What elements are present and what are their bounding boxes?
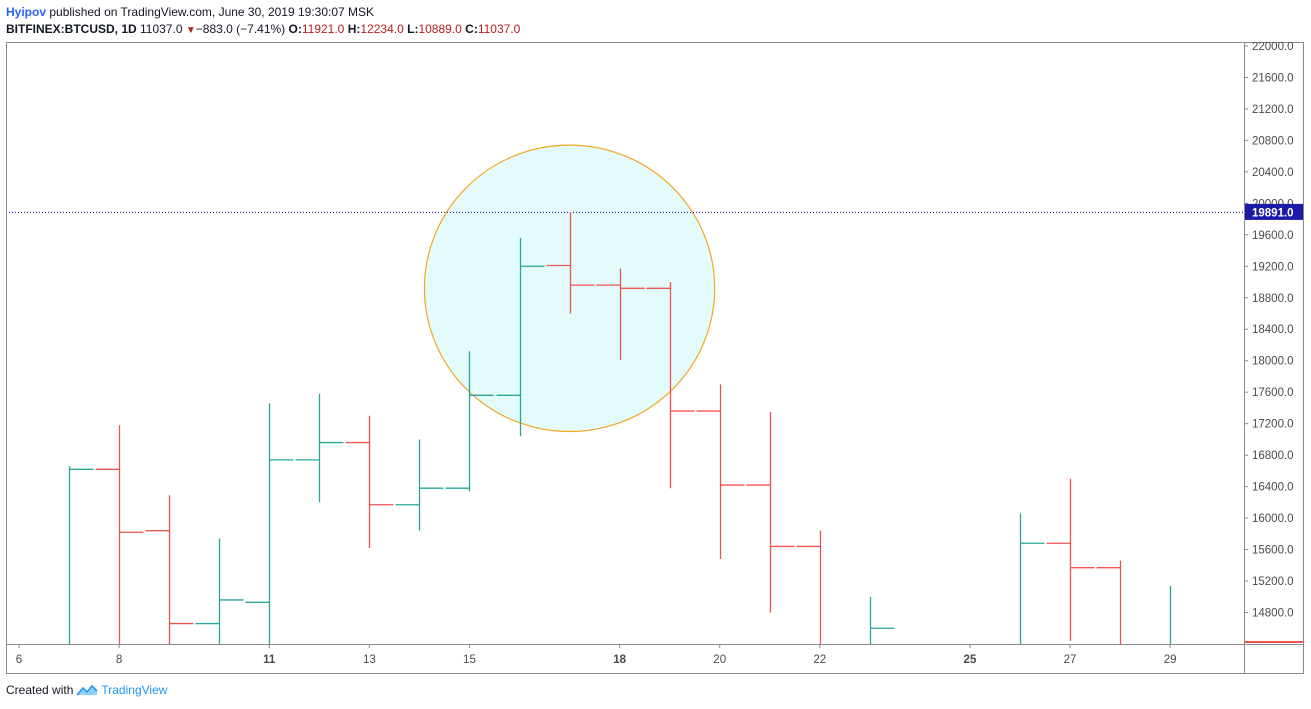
x-tick-label: 25 [964,654,977,666]
plot-layer [7,144,1244,644]
price-badge [1245,203,1303,220]
symbol-label[interactable]: BITFINEX:BTCUSD, 1D [6,22,137,36]
close-label: C: [465,22,478,36]
y-tick-label: 17200.0 [1252,419,1294,431]
y-tick-label: 18400.0 [1252,324,1294,336]
y-tick-label: 14800.0 [1252,608,1294,620]
close-value: 11037.0 [477,22,521,36]
chart-area[interactable]: 14800.0 15200.0 15600.0 16000.0 16400.0 16800… [6,41,1304,674]
y-tick-label: 16000.0 [1252,513,1294,525]
high-label: H: [347,22,361,36]
y-tick-label: 19600.0 [1252,230,1294,242]
y-tick-label: 16400.0 [1252,482,1294,494]
author-link[interactable]: Hyipov [6,5,47,19]
y-tick-label: 20400.0 [1252,167,1294,179]
y-tick-label: 16800.0 [1252,450,1294,462]
y-tick-label: 17600.0 [1252,387,1294,399]
x-tick-label: 6 [16,654,22,666]
ohlc-chart[interactable]: 14800.0 15200.0 15600.0 16000.0 16400.0 16800… [6,41,1304,674]
y-tick-label: 21200.0 [1252,104,1294,116]
x-tick-label: 18 [613,654,626,666]
x-tick-label: 13 [363,654,376,666]
y-tick-label: 18000.0 [1252,356,1294,368]
high-value: 12234.0 [360,22,404,36]
open-value: 11921.0 [301,22,345,36]
chart-header: Hyipov published on TradingView.com, Jun… [6,4,1296,39]
chart-frame [6,42,1304,674]
tradingview-brand-link[interactable]: TradingView [101,683,168,697]
published-text: published on TradingView.com, June 30, 2… [49,5,375,19]
x-tick-label: 27 [1064,654,1077,666]
y-tick-label: 22000.0 [1252,42,1294,53]
x-tick-label: 15 [463,654,476,666]
publish-line: Hyipov published on TradingView.com, Jun… [6,4,1296,21]
x-tick-label: 8 [116,654,122,666]
low-label: L: [407,22,419,36]
created-with-text: Created with [6,683,74,697]
y-tick-label: 15200.0 [1252,576,1294,588]
x-tick-label: 22 [813,654,826,666]
x-tick-label: 20 [713,654,726,666]
footer: Created with TradingView [6,683,167,697]
y-tick-label: 21600.0 [1252,72,1294,84]
open-label: O: [288,22,302,36]
x-tick-label: 29 [1164,654,1177,666]
last-price: 11037.0 [140,22,183,36]
low-value: 10889.0 [418,22,462,36]
price-change: −883.0 (−7.41%) [195,22,286,36]
tradingview-logo-icon [76,684,98,696]
down-triangle-icon: ▼ [185,25,196,36]
last-close-marker [1245,641,1303,643]
x-tick-label: 11 [263,654,276,666]
highlight-circle [423,144,716,433]
price-badge-label: 19891.0 [1252,207,1294,219]
y-tick-label: 18800.0 [1252,293,1294,305]
y-tick-label: 19200.0 [1252,261,1294,273]
y-tick-label: 20800.0 [1252,135,1294,147]
ohlc-line: BITFINEX:BTCUSD, 1D 11037.0 ▼−883.0 (−7.… [6,21,1296,39]
y-tick-label: 15600.0 [1252,545,1294,557]
